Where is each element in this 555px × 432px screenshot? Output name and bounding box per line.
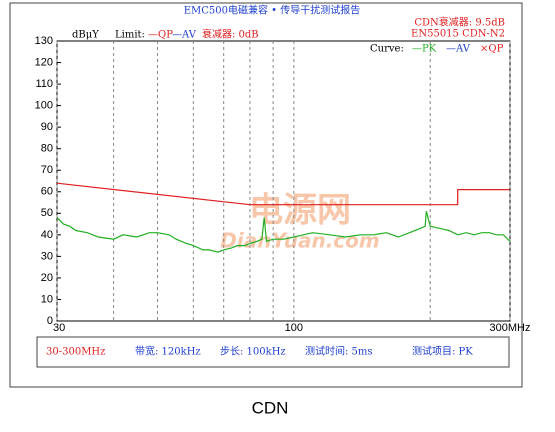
y-tick-label: 60 (41, 186, 53, 198)
info-time: 测试时间: 5ms (305, 345, 373, 358)
y-tick-label: 70 (41, 164, 53, 176)
y-tick-label: 110 (35, 78, 53, 90)
attenuator: 衰减器: 0dB (202, 28, 259, 41)
curve-legend: —AV (446, 44, 471, 55)
x-tick-label: 30 (53, 322, 65, 334)
y-tick-label: 80 (41, 143, 53, 155)
title-bg (170, 4, 380, 18)
y-tick-label: 100 (35, 100, 53, 112)
y-tick-label: 30 (41, 250, 53, 262)
x-tick-label: 100 (285, 322, 303, 334)
chart-title: EMC500电磁兼容 • 传导干扰测试报告 (184, 4, 361, 17)
info-range: 30-300MHz (46, 347, 105, 358)
info-step: 步长: 100kHz (220, 346, 286, 358)
x-tick-label: 300MHz (490, 322, 531, 334)
watermark: DianYuan.com (220, 229, 379, 253)
caption: CDN (252, 398, 289, 417)
y-tick-label: 40 (41, 229, 53, 241)
curve-legend: —PK (412, 44, 437, 55)
info-item: 测试项目: PK (412, 345, 473, 358)
y-tick-label: 50 (41, 207, 53, 219)
curve-legend: ×QP (480, 44, 504, 55)
curve-label: Curve: (370, 44, 404, 55)
standard: EN55015 CDN-N2 (411, 29, 505, 40)
limit-legend: —QP (148, 30, 173, 41)
cdn-attenuator: CDN衰减器: 9.5dB (414, 16, 505, 29)
limit-label: Limit: (115, 30, 145, 41)
info-bandwidth: 带宽: 120kHz (135, 345, 201, 358)
info-box (36, 336, 510, 368)
y-tick-label: 10 (41, 293, 53, 305)
y-tick-label: 130 (35, 35, 53, 47)
y-tick-label: 0 (47, 315, 53, 327)
frame (9, 2, 523, 388)
plot-area (56, 40, 511, 322)
y-tick-label: 20 (41, 272, 53, 284)
series-line (56, 182, 510, 206)
watermark: 电源网 (249, 191, 351, 231)
series-line (56, 211, 511, 253)
y-tick-label: 90 (41, 121, 53, 133)
limit-legend: —AV (172, 30, 197, 41)
y-tick-label: 120 (35, 56, 53, 68)
y-unit: dBμY (72, 30, 99, 41)
